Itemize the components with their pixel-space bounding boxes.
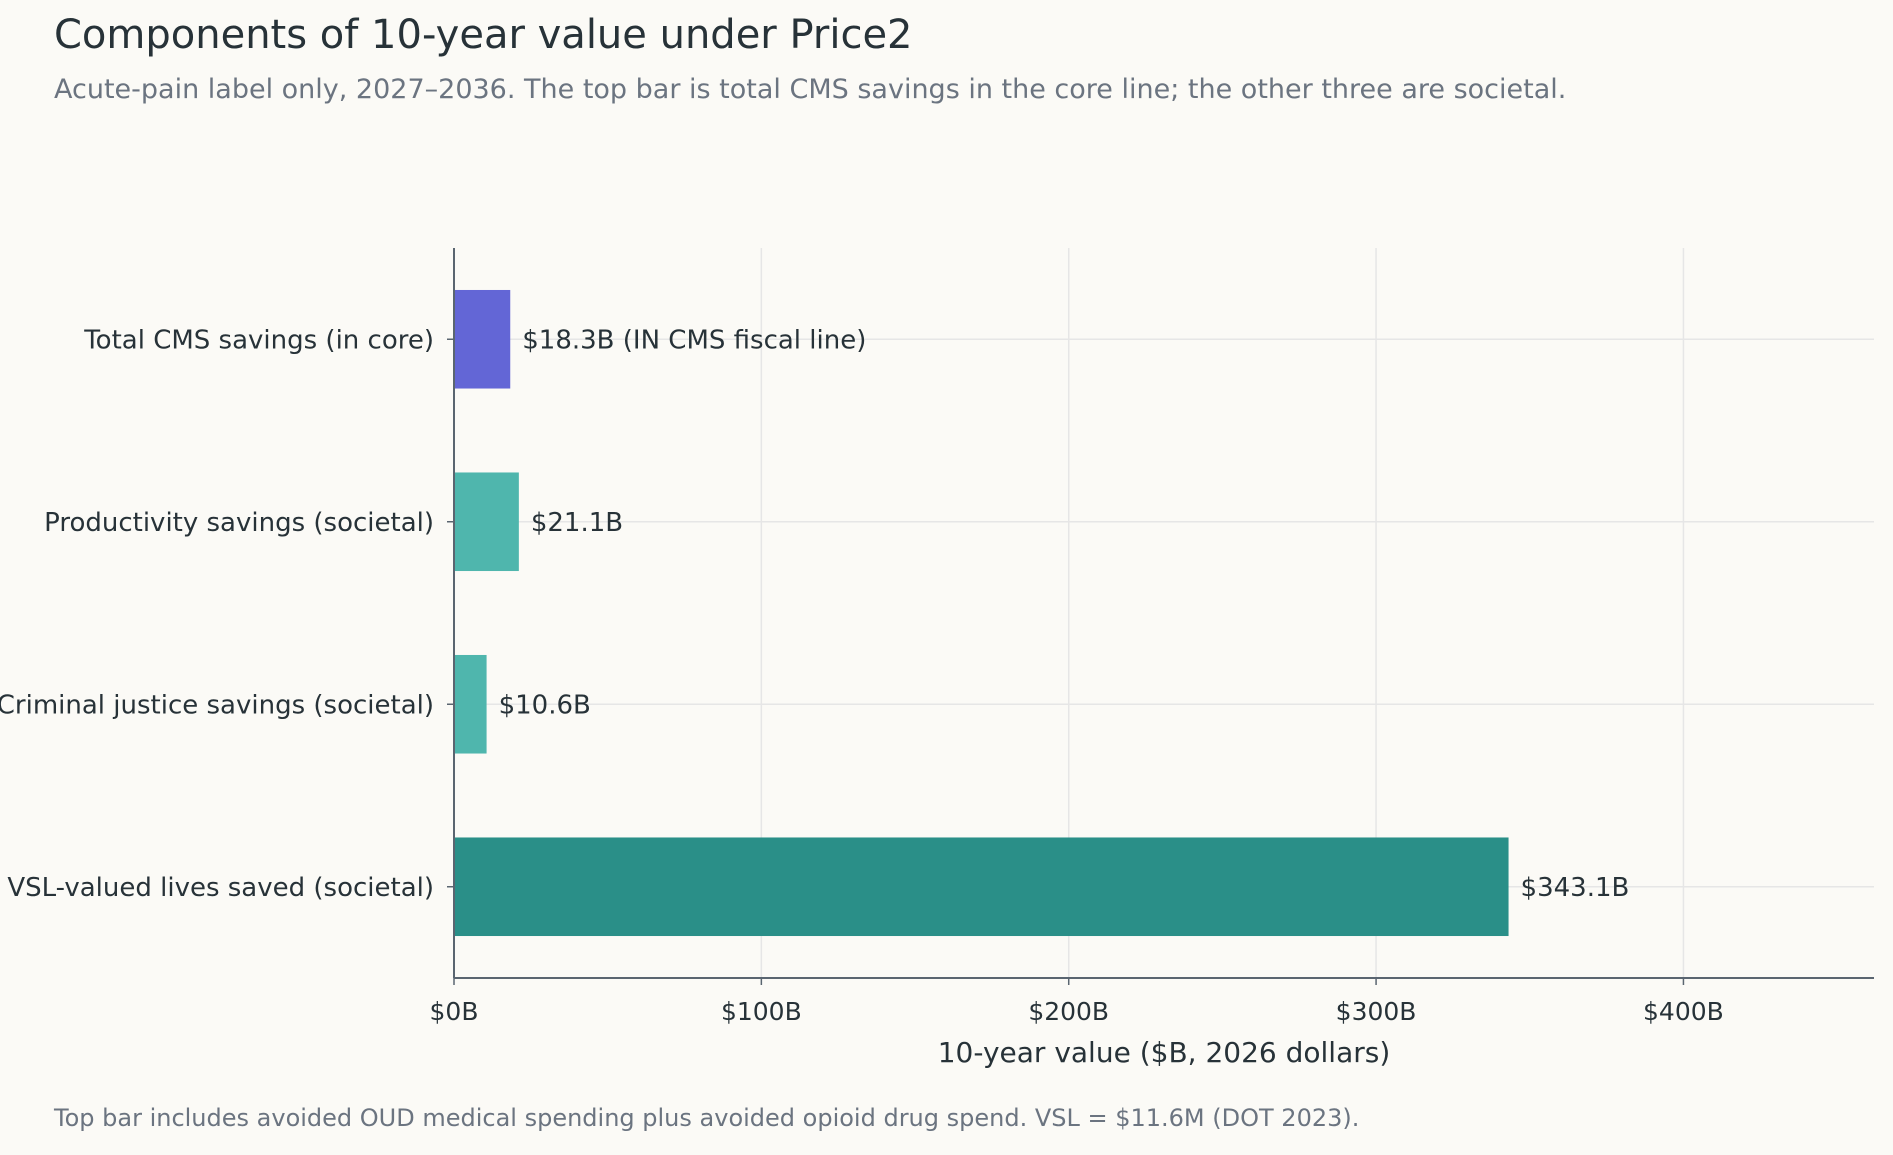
x-tick-label: $300B xyxy=(1336,997,1417,1026)
category-label: Total CMS savings (in core) xyxy=(83,325,434,355)
x-tick-label: $400B xyxy=(1643,997,1724,1026)
category-label: Criminal justice savings (societal) xyxy=(0,690,434,720)
bar xyxy=(455,837,1509,937)
category-label: VSL-valued lives saved (societal) xyxy=(7,873,434,903)
category-label: Productivity savings (societal) xyxy=(44,508,434,538)
data-label: $21.1B xyxy=(531,508,623,538)
bar xyxy=(455,654,487,754)
bar xyxy=(455,289,511,389)
x-tick-label: $200B xyxy=(1028,997,1109,1026)
bar xyxy=(455,472,519,572)
footnote: Top bar includes avoided OUD medical spe… xyxy=(54,1104,1360,1132)
x-axis-title: 10-year value ($B, 2026 dollars) xyxy=(938,1036,1391,1069)
data-label: $343.1B xyxy=(1521,873,1630,903)
data-label: $10.6B xyxy=(499,690,591,720)
x-tick-label: $100B xyxy=(721,997,802,1026)
labels: $18.3B (IN CMS fiscal line) Total CMS sav… xyxy=(0,325,1724,1069)
chart-title: Components of 10-year value under Price2 xyxy=(54,12,913,58)
chart-subtitle: Acute-pain label only, 2027–2036. The to… xyxy=(54,74,1567,105)
x-tick-label: $0B xyxy=(430,997,479,1026)
axes xyxy=(447,248,1874,985)
data-label: $18.3B (IN CMS fiscal line) xyxy=(522,325,866,355)
bars xyxy=(455,289,1509,937)
